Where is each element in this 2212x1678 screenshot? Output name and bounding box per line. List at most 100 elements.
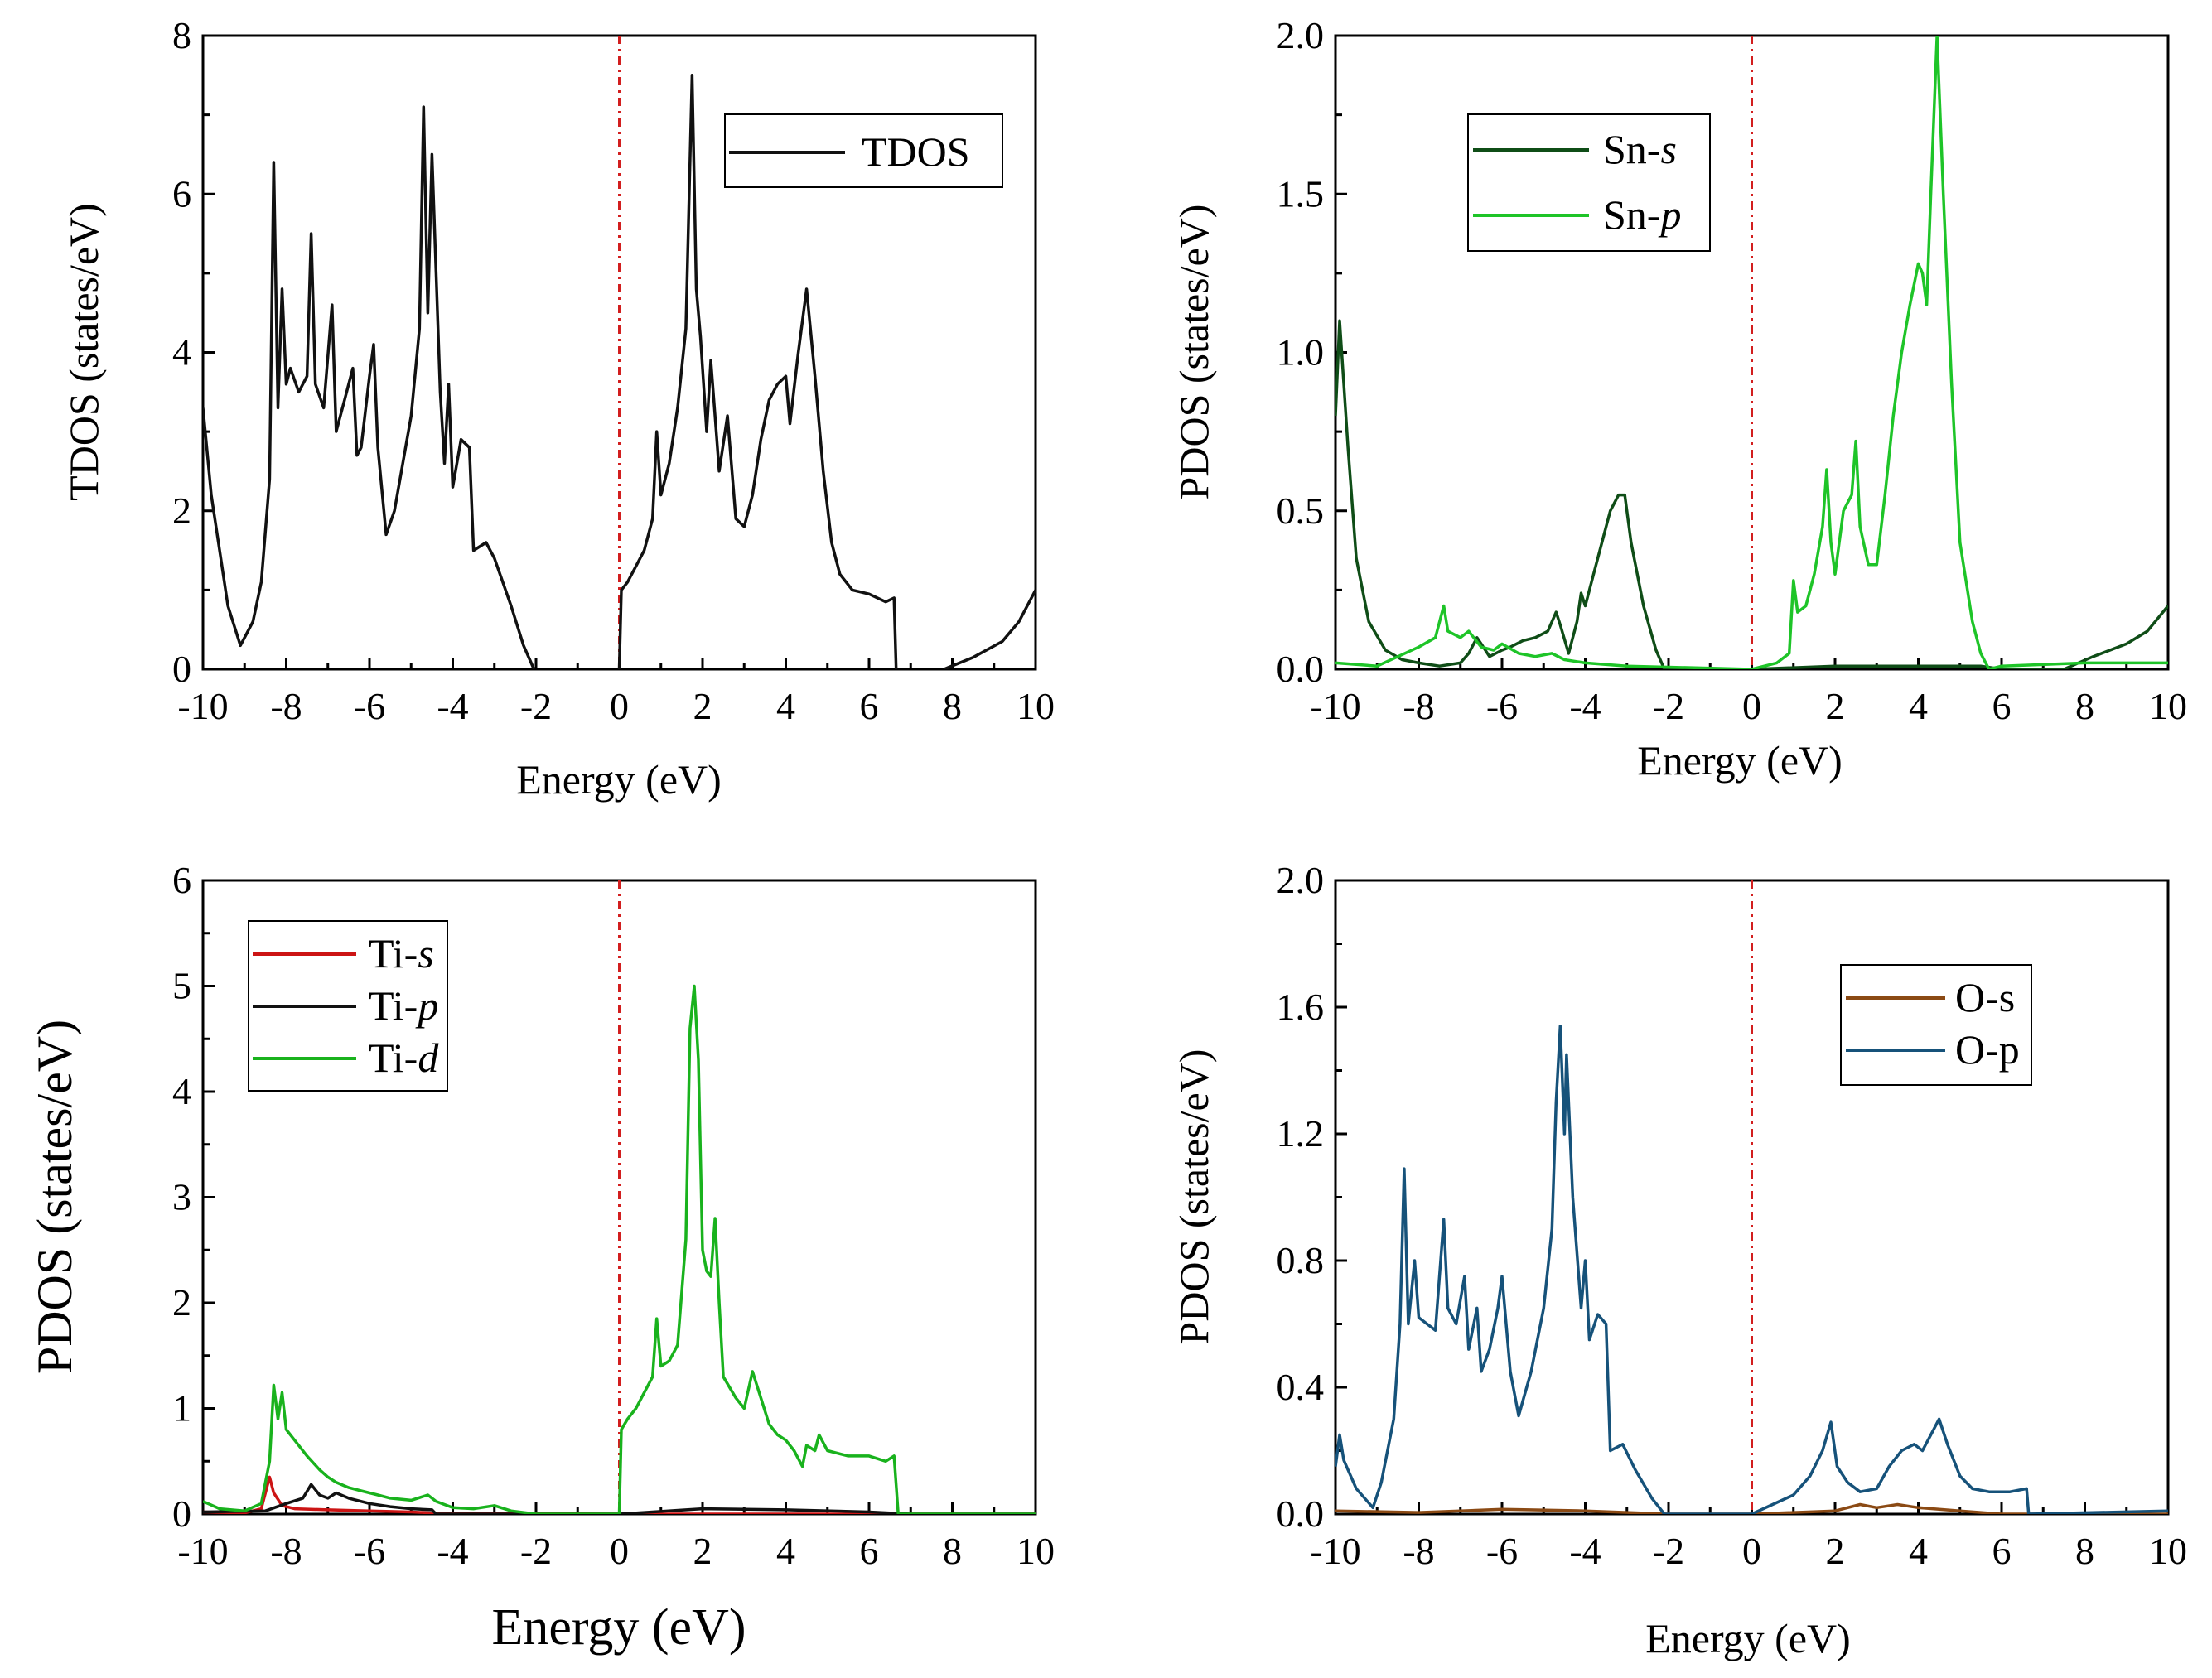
tdos-series-tdos-line bbox=[943, 589, 1036, 669]
ti-y-tick-labels: 0 1 2 3 4 5 6 bbox=[172, 859, 191, 1535]
ti-y-tick-label: 6 bbox=[172, 859, 191, 901]
o-x-axis-label: Energy (eV) bbox=[1645, 1615, 1851, 1661]
sn-legend-label-p-prefix: Sn- bbox=[1603, 191, 1660, 238]
ti-x-tick-label: 8 bbox=[943, 1530, 962, 1572]
tdos-series-tdos-line bbox=[617, 74, 898, 669]
sn-x-tick-label: 2 bbox=[1826, 685, 1845, 727]
ti-pdos-panel: -10 -8 -6 -4 -2 0 2 4 6 8 10 0 1 2 3 4 5 6 Energy (eV) P… bbox=[27, 859, 1055, 1656]
ti-y-tick-label: 3 bbox=[172, 1176, 191, 1218]
ti-series-layer bbox=[203, 984, 1036, 1514]
sn-pdos-panel: -10 -8 -6 -4 -2 0 2 4 6 8 10 0.0 0.5 1.0 1.5 2.0 Energ… bbox=[1171, 14, 2187, 784]
o-series-o-p-line bbox=[1335, 1025, 2168, 1514]
sn-y-tick-labels: 0.0 0.5 1.0 1.5 2.0 bbox=[1277, 14, 1325, 690]
o-x-tick-label: 2 bbox=[1826, 1530, 1845, 1572]
tdos-x-tick-label: -4 bbox=[437, 685, 468, 727]
sn-x-tick-labels: -10 -8 -6 -4 -2 0 2 4 6 8 10 bbox=[1310, 685, 2187, 727]
o-y-tick-label: 2.0 bbox=[1277, 859, 1325, 901]
o-y-tick-label: 0.8 bbox=[1277, 1239, 1325, 1281]
o-y-axis-label: PDOS (states/eV) bbox=[1171, 1049, 1217, 1345]
sn-series-sn-s-line bbox=[1335, 319, 2168, 669]
sn-x-tick-label: 8 bbox=[2075, 685, 2094, 727]
ti-legend-label-p-prefix: Ti- bbox=[369, 982, 418, 1029]
sn-x-axis-label: Energy (eV) bbox=[1637, 737, 1843, 784]
ti-y-tick-label: 2 bbox=[172, 1281, 191, 1324]
o-x-tick-label: -8 bbox=[1403, 1530, 1434, 1572]
tdos-x-tick-label: 0 bbox=[610, 685, 629, 727]
sn-x-tick-label: -10 bbox=[1310, 685, 1360, 727]
tdos-y-tick-label: 0 bbox=[172, 648, 191, 690]
sn-x-tick-label: 0 bbox=[1742, 685, 1761, 727]
o-legend: O-s O-p bbox=[1840, 964, 2032, 1086]
ti-x-tick-labels: -10 -8 -6 -4 -2 0 2 4 6 8 10 bbox=[177, 1530, 1055, 1572]
sn-x-tick-label: -2 bbox=[1653, 685, 1684, 727]
tdos-x-tick-label: 2 bbox=[693, 685, 712, 727]
ti-x-axis-label: Energy (eV) bbox=[491, 1599, 746, 1656]
ti-x-tick-label: -10 bbox=[177, 1530, 228, 1572]
sn-y-tick-label: 0.0 bbox=[1277, 648, 1325, 690]
o-legend-label-s: O-s bbox=[1955, 974, 2015, 1020]
ti-x-tick-label: -2 bbox=[520, 1530, 552, 1572]
sn-legend-label-p-orbital: p bbox=[1658, 191, 1681, 238]
tdos-y-axis-label: TDOS (states/eV) bbox=[60, 203, 107, 501]
sn-series-layer bbox=[1335, 36, 2168, 669]
ti-legend-label-d: Ti-d bbox=[369, 1034, 439, 1081]
o-x-tick-label: 10 bbox=[2149, 1530, 2187, 1572]
sn-legend-label-s: Sn-s bbox=[1603, 126, 1677, 172]
sn-y-axis-label: PDOS (states/eV) bbox=[1171, 205, 1217, 500]
tdos-x-axis-label: Energy (eV) bbox=[516, 756, 722, 803]
ti-y-tick-label: 5 bbox=[172, 965, 191, 1007]
tdos-x-tick-label: 10 bbox=[1017, 685, 1055, 727]
tdos-x-tick-label: -8 bbox=[270, 685, 302, 727]
o-y-tick-label: 0.0 bbox=[1277, 1492, 1325, 1535]
ti-y-axis-label: PDOS (states/eV) bbox=[27, 1020, 82, 1374]
o-y-tick-label: 0.4 bbox=[1277, 1366, 1325, 1408]
o-x-tick-label: -4 bbox=[1569, 1530, 1601, 1572]
ti-x-tick-label: -6 bbox=[354, 1530, 385, 1572]
tdos-legend: TDOS bbox=[724, 113, 1003, 188]
o-legend-box bbox=[1840, 964, 2032, 1086]
o-x-tick-labels: -10 -8 -6 -4 -2 0 2 4 6 8 10 bbox=[1310, 1530, 2187, 1572]
sn-x-tick-label: 10 bbox=[2149, 685, 2187, 727]
ti-x-tick-label: 6 bbox=[860, 1530, 879, 1572]
ti-x-tick-label: 10 bbox=[1017, 1530, 1055, 1572]
o-y-tick-labels: 0.0 0.4 0.8 1.2 1.6 2.0 bbox=[1277, 859, 1325, 1535]
o-x-tick-label: 4 bbox=[1909, 1530, 1928, 1572]
sn-x-tick-label: -8 bbox=[1403, 685, 1434, 727]
ti-legend-label-s-prefix: Ti- bbox=[369, 930, 418, 976]
o-x-tick-label: -6 bbox=[1486, 1530, 1518, 1572]
tdos-y-tick-label: 4 bbox=[172, 331, 191, 374]
ti-legend-label-p-orbital: p bbox=[415, 982, 438, 1029]
tdos-x-tick-label: 6 bbox=[860, 685, 879, 727]
sn-y-tick-label: 2.0 bbox=[1277, 14, 1325, 56]
sn-legend-label-s-prefix: Sn- bbox=[1603, 126, 1660, 172]
ti-x-tick-label: -8 bbox=[270, 1530, 302, 1572]
tdos-series-tdos-line bbox=[203, 105, 536, 669]
tdos-panel: -10 -8 -6 -4 -2 0 2 4 6 8 10 0 2 4 6 8 Energy (eV) TDO… bbox=[60, 14, 1055, 803]
ti-x-tick-label: 0 bbox=[610, 1530, 629, 1572]
tdos-y-tick-label: 2 bbox=[172, 489, 191, 532]
sn-y-tick-label: 1.0 bbox=[1277, 331, 1325, 374]
sn-y-tick-label: 0.5 bbox=[1277, 489, 1325, 532]
o-pdos-panel: -10 -8 -6 -4 -2 0 2 4 6 8 10 0.0 0.4 0.8 1.2 1.6 2.0 En… bbox=[1171, 859, 2187, 1661]
ti-y-tick-label: 4 bbox=[172, 1070, 191, 1112]
ti-x-tick-label: 4 bbox=[776, 1530, 795, 1572]
tdos-y-tick-label: 6 bbox=[172, 172, 191, 215]
ti-legend-label-s-orbital: s bbox=[418, 930, 433, 976]
o-x-tick-label: -10 bbox=[1310, 1530, 1360, 1572]
o-x-tick-label: 6 bbox=[1992, 1530, 2012, 1572]
tdos-x-tick-label: 4 bbox=[776, 685, 795, 727]
o-series-o-s-line bbox=[1335, 1502, 2168, 1514]
sn-x-tick-label: 6 bbox=[1992, 685, 2012, 727]
sn-legend-box bbox=[1467, 113, 1711, 252]
ti-legend-label-p: Ti-p bbox=[369, 982, 438, 1029]
tdos-x-tick-label: -10 bbox=[177, 685, 228, 727]
sn-y-tick-label: 1.5 bbox=[1277, 172, 1325, 215]
o-y-tick-label: 1.6 bbox=[1277, 986, 1325, 1028]
ti-x-tick-label: -4 bbox=[437, 1530, 468, 1572]
tdos-x-tick-label: -6 bbox=[354, 685, 385, 727]
ti-series-ti-s-line bbox=[203, 1475, 1036, 1514]
sn-legend-label-p: Sn-p bbox=[1603, 191, 1681, 238]
tdos-legend-label: TDOS bbox=[862, 128, 970, 175]
o-legend-label-p: O-p bbox=[1955, 1026, 2020, 1073]
